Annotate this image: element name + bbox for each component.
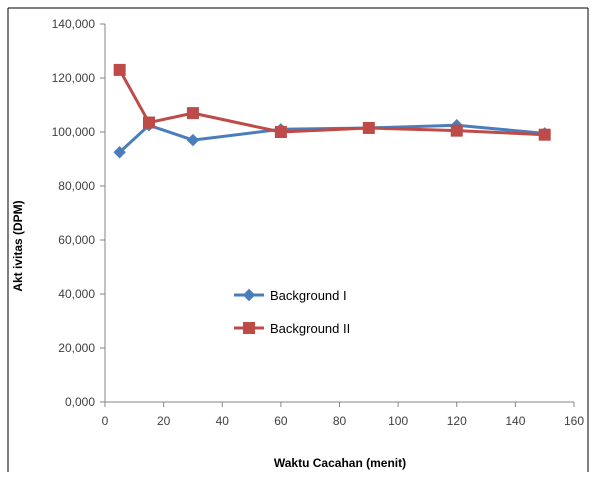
x-tick-label: 120 (447, 414, 467, 428)
data-point (186, 133, 200, 147)
series-layer (113, 63, 551, 159)
data-point (538, 128, 551, 141)
y-axis-title: Akt ivitas (DPM) (11, 200, 25, 291)
legend-label: Background I (270, 288, 347, 303)
y-tick-label: 80,000 (58, 179, 95, 193)
x-tick-label: 20 (157, 414, 171, 428)
data-point (362, 121, 375, 134)
x-tick-label: 140 (505, 414, 525, 428)
data-point (113, 63, 126, 76)
legend-item: Background II (234, 321, 350, 336)
legend-marker (242, 288, 256, 302)
series-line (118, 69, 545, 137)
data-point (142, 116, 155, 129)
x-tick-label: 0 (102, 414, 109, 428)
legend: Background I Background II (234, 288, 350, 336)
x-axis-title: Waktu Cacahan (menit) (274, 456, 406, 470)
y-tick-label: 140,000 (52, 17, 96, 31)
x-tick-label: 80 (333, 414, 347, 428)
y-tick-label: 20,000 (58, 341, 95, 355)
series-2 (113, 63, 551, 141)
axes: 0,000 20,000 40,000 60,000 80,000 100,000 120,… (52, 17, 585, 428)
legend-label: Background II (270, 321, 350, 336)
data-point (450, 124, 463, 137)
x-tick-label: 100 (388, 414, 408, 428)
x-tick-label: 40 (216, 414, 230, 428)
data-point (274, 126, 287, 138)
x-tick-label: 60 (274, 414, 288, 428)
x-tick-label: 160 (564, 414, 584, 428)
y-tick-label: 40,000 (58, 287, 95, 301)
y-tick-label: 120,000 (52, 71, 96, 85)
series-1 (113, 119, 551, 159)
legend-item: Background I (234, 288, 347, 303)
data-point (186, 107, 199, 120)
y-tick-label: 60,000 (58, 233, 95, 247)
y-tick-label: 100,000 (52, 125, 96, 139)
data-point (113, 146, 126, 159)
legend-marker (243, 322, 255, 334)
y-tick-label: 0,000 (65, 395, 95, 409)
